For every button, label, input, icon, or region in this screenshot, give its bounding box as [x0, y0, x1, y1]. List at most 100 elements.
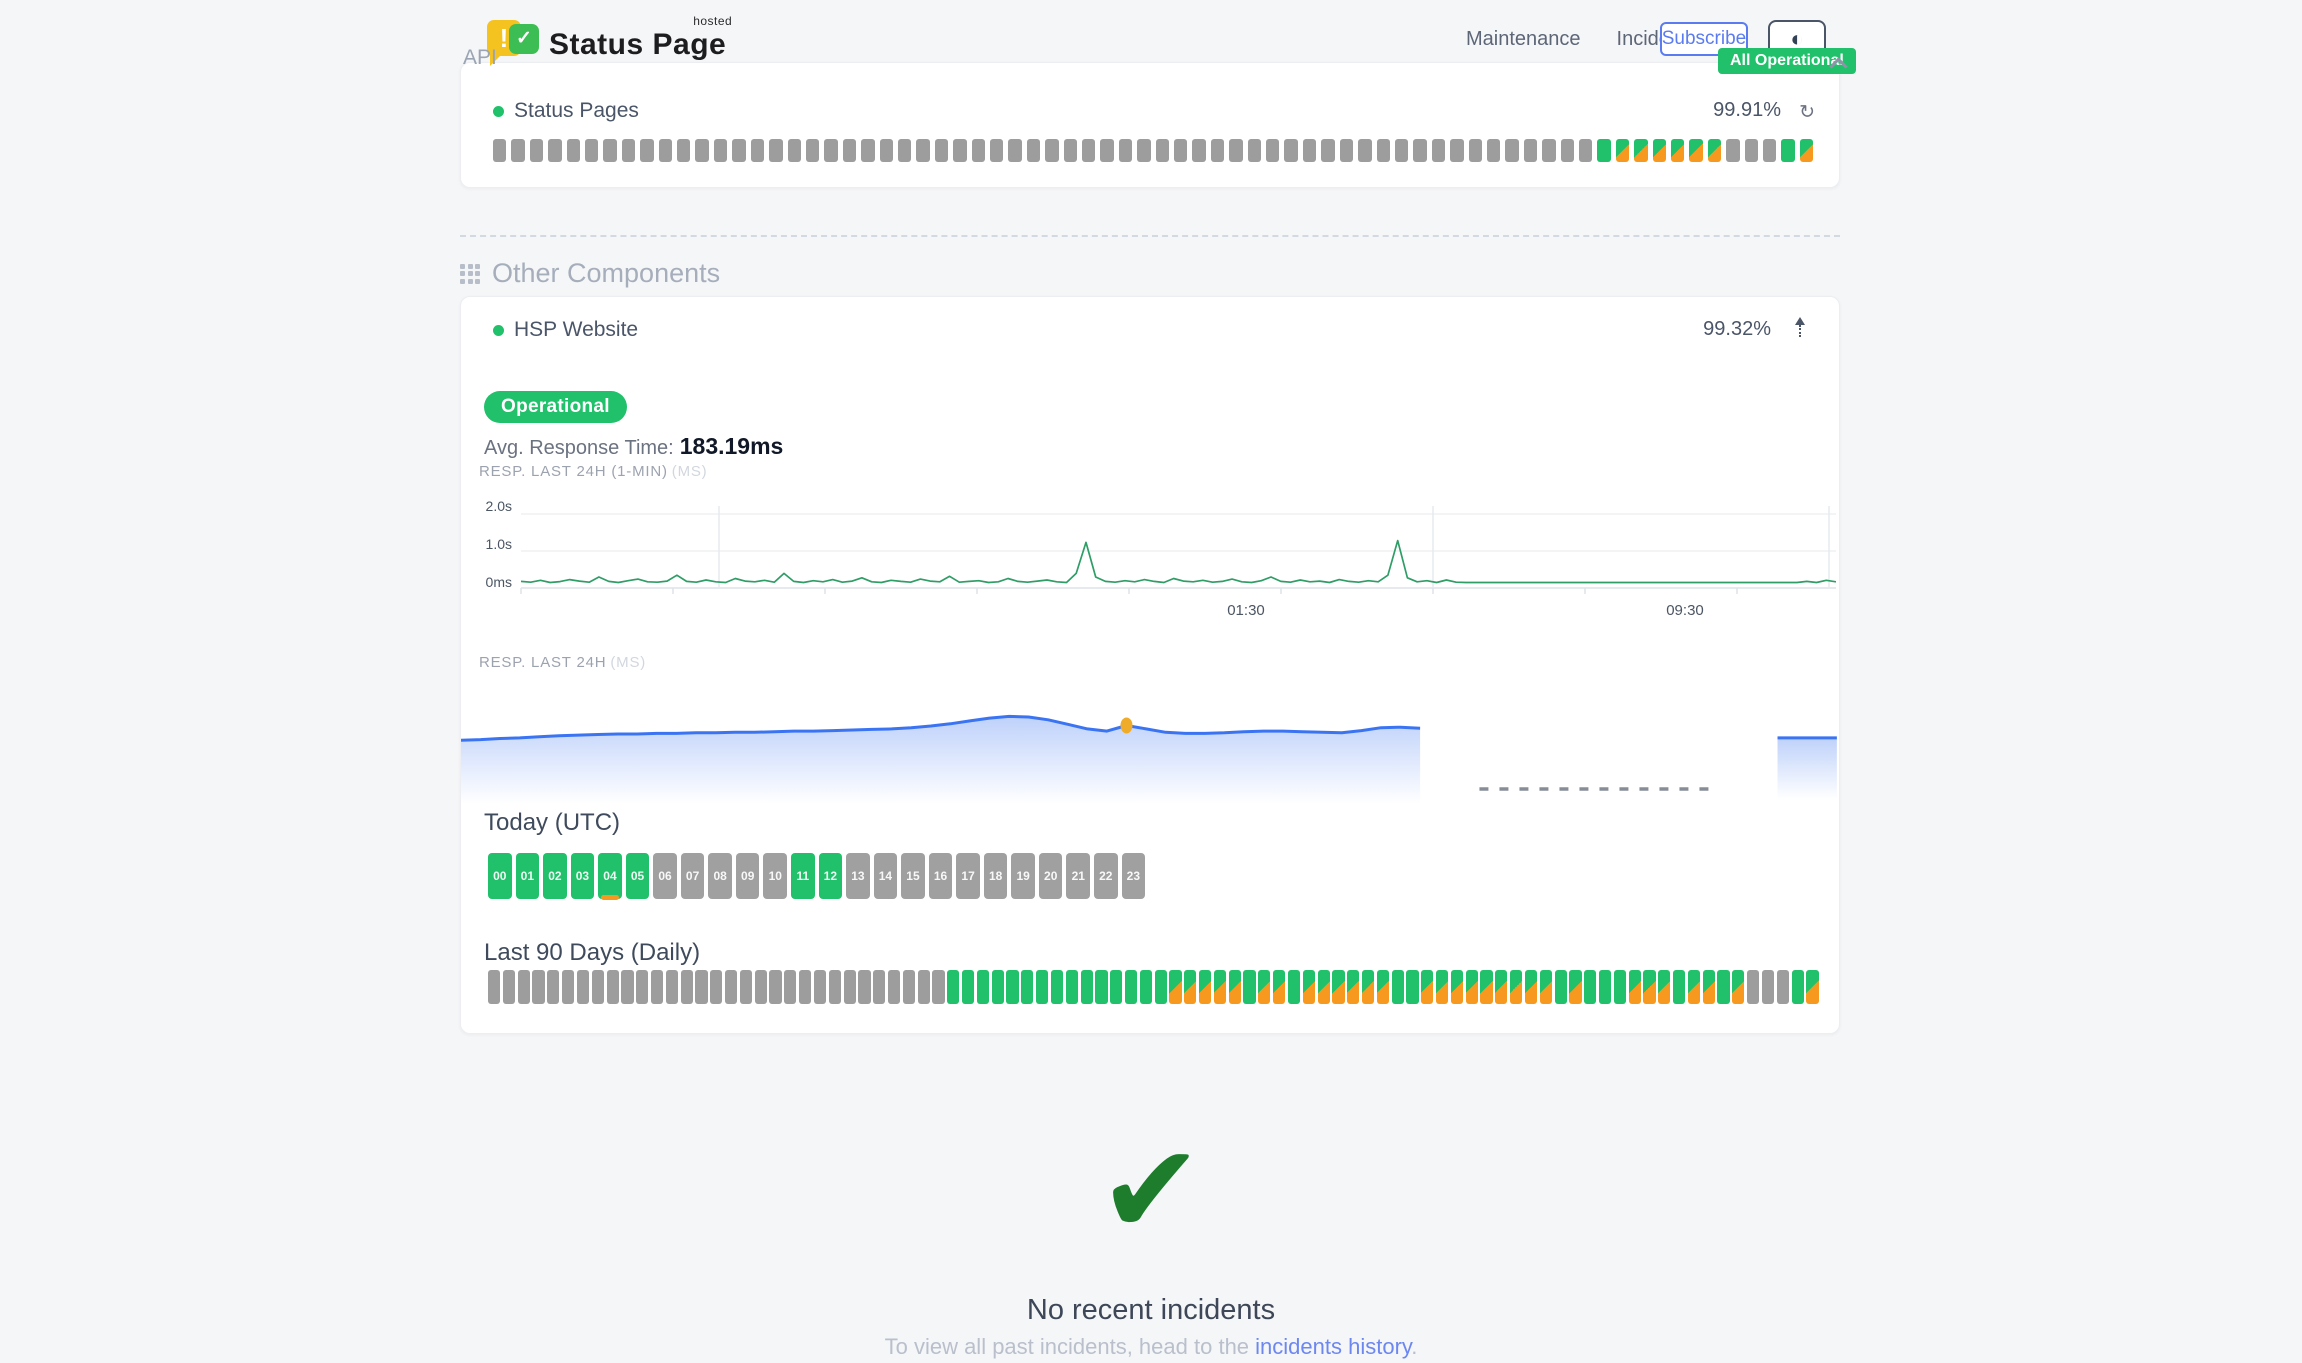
daily-uptime-bar[interactable] — [1243, 970, 1256, 1004]
uptime-bar[interactable] — [1431, 139, 1446, 162]
hour-block-07[interactable]: 07 — [680, 853, 705, 899]
daily-uptime-bar[interactable] — [1273, 970, 1286, 1004]
scroll-top-arrow-icon[interactable] — [1795, 317, 1805, 337]
hour-block-04[interactable]: 04 — [598, 853, 622, 900]
hour-block-00[interactable]: 00 — [488, 853, 512, 899]
daily-uptime-bar[interactable] — [1199, 970, 1212, 1004]
hour-block-08[interactable]: 08 — [708, 853, 732, 899]
daily-uptime-bar[interactable] — [1184, 970, 1197, 1004]
uptime-bar[interactable] — [713, 139, 728, 162]
hour-block-15[interactable]: 15 — [901, 853, 925, 899]
brand-logo[interactable]: ! ✓ Status Page hosted — [487, 14, 732, 66]
hour-block-01[interactable]: 01 — [515, 853, 540, 899]
hour-block-06[interactable]: 06 — [653, 853, 677, 899]
uptime-bar[interactable] — [1376, 139, 1390, 162]
component-row-hsp-website[interactable]: HSP Website — [493, 318, 638, 342]
uptime-bar[interactable] — [1450, 139, 1464, 162]
uptime-bar[interactable] — [934, 139, 949, 162]
daily-uptime-bar[interactable] — [1554, 970, 1567, 1004]
daily-uptime-bar[interactable] — [962, 970, 975, 1004]
hour-block-21[interactable]: 21 — [1066, 853, 1091, 899]
uptime-bar[interactable] — [1302, 139, 1317, 162]
daily-uptime-bar[interactable] — [1436, 970, 1449, 1004]
daily-uptime-bar[interactable] — [1673, 970, 1686, 1004]
daily-uptime-bar[interactable] — [1006, 970, 1019, 1004]
response-time-line-chart[interactable] — [476, 506, 1836, 606]
daily-uptime-bar[interactable] — [991, 970, 1004, 1004]
daily-uptime-bar[interactable] — [1376, 970, 1389, 1004]
uptime-bar[interactable] — [1523, 139, 1538, 162]
daily-uptime-bar[interactable] — [532, 970, 545, 1004]
hour-block-03[interactable]: 03 — [570, 853, 595, 899]
daily-uptime-bar[interactable] — [1450, 970, 1464, 1004]
uptime-bar[interactable] — [585, 139, 599, 162]
daily-uptime-bar[interactable] — [1080, 970, 1093, 1004]
uptime-bar[interactable] — [1744, 139, 1759, 162]
daily-uptime-bar[interactable] — [1584, 970, 1597, 1004]
daily-uptime-bar[interactable] — [1213, 970, 1227, 1004]
uptime-bar[interactable] — [1082, 139, 1096, 162]
daily-uptime-bar[interactable] — [1021, 970, 1034, 1004]
uptime-bar[interactable] — [1339, 139, 1354, 162]
daily-uptime-bar[interactable] — [695, 970, 708, 1004]
uptime-bar[interactable] — [695, 139, 709, 162]
uptime-bar[interactable] — [1137, 139, 1151, 162]
daily-uptime-bar[interactable] — [1421, 970, 1434, 1004]
daily-uptime-bar[interactable] — [1480, 970, 1493, 1004]
uptime-bar[interactable] — [1045, 139, 1059, 162]
daily-uptime-bar[interactable] — [725, 970, 738, 1004]
uptime-bar[interactable] — [861, 139, 875, 162]
hour-block-09[interactable]: 09 — [735, 853, 760, 899]
uptime-bar[interactable] — [897, 139, 912, 162]
daily-uptime-bar[interactable] — [1110, 970, 1123, 1004]
hour-block-19[interactable]: 19 — [1011, 853, 1035, 899]
daily-uptime-bar[interactable] — [917, 970, 930, 1004]
daily-uptime-bar[interactable] — [636, 970, 649, 1004]
daily-uptime-bar[interactable] — [1169, 970, 1182, 1004]
hour-block-02[interactable]: 02 — [543, 853, 567, 899]
uptime-bar[interactable] — [1486, 139, 1501, 162]
uptime-bar[interactable] — [769, 139, 783, 162]
daily-uptime-bar[interactable] — [1658, 970, 1671, 1004]
uptime-bar[interactable] — [1707, 139, 1722, 162]
daily-uptime-bar[interactable] — [591, 970, 604, 1004]
uptime-bar[interactable] — [1266, 139, 1280, 162]
incidents-history-link[interactable]: incidents history — [1255, 1334, 1412, 1359]
uptime-bar[interactable] — [511, 139, 525, 162]
uptime-bar[interactable] — [1026, 139, 1041, 162]
uptime-bar[interactable] — [1155, 139, 1170, 162]
uptime-bar[interactable] — [1560, 139, 1574, 162]
daily-uptime-bar[interactable] — [1317, 970, 1330, 1004]
uptime-bar[interactable] — [1358, 139, 1372, 162]
uptime-bar[interactable] — [493, 139, 507, 162]
hour-block-11[interactable]: 11 — [791, 853, 815, 899]
component-row-status-pages[interactable]: Status Pages — [493, 99, 639, 123]
daily-uptime-bar[interactable] — [784, 970, 797, 1004]
uptime-bar[interactable] — [566, 139, 581, 162]
uptime-bar[interactable] — [1799, 139, 1814, 162]
uptime-bar[interactable] — [1247, 139, 1262, 162]
nav-maintenance[interactable]: Maintenance — [1466, 28, 1581, 50]
daily-uptime-bar[interactable] — [858, 970, 871, 1004]
hour-block-23[interactable]: 23 — [1121, 853, 1146, 899]
last90-bar-strip[interactable] — [488, 970, 1819, 1004]
daily-uptime-bar[interactable] — [1524, 970, 1538, 1004]
uptime-bar[interactable] — [1192, 139, 1206, 162]
daily-uptime-bar[interactable] — [1747, 970, 1760, 1004]
uptime-bar[interactable] — [603, 139, 617, 162]
uptime-bar[interactable] — [1468, 139, 1482, 162]
uptime-bar[interactable] — [1671, 139, 1685, 162]
uptime-bar[interactable] — [732, 139, 746, 162]
daily-uptime-bar[interactable] — [1598, 970, 1612, 1004]
uptime-bar[interactable] — [621, 139, 636, 162]
today-hour-blocks[interactable]: 00 01 02 03 04 05 06 07 08 09 10 11 12 13 14 15 16 17 18 19… — [488, 853, 1146, 900]
uptime-bar[interactable] — [1578, 139, 1593, 162]
daily-uptime-bar[interactable] — [1154, 970, 1167, 1004]
uptime-bar[interactable] — [1413, 139, 1427, 162]
refresh-icon[interactable]: ↻ — [1799, 102, 1815, 123]
daily-uptime-bar[interactable] — [1465, 970, 1478, 1004]
daily-uptime-bar[interactable] — [650, 970, 664, 1004]
uptime-bar[interactable] — [1542, 139, 1556, 162]
hour-block-13[interactable]: 13 — [846, 853, 870, 899]
uptime-bar[interactable] — [1781, 139, 1795, 162]
